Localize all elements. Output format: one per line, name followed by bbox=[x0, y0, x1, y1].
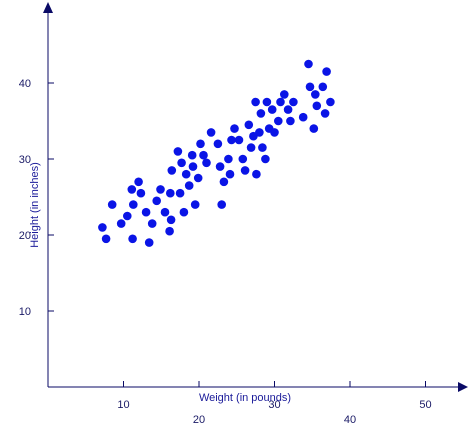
scatter-point bbox=[98, 223, 107, 232]
scatter-point bbox=[177, 158, 186, 168]
x-tick-label: 20 bbox=[193, 414, 205, 426]
scatter-point bbox=[246, 143, 256, 152]
scatter-point bbox=[251, 97, 260, 107]
points-layer bbox=[98, 59, 335, 247]
scatter-point bbox=[234, 135, 244, 145]
y-tick-label: 20 bbox=[19, 230, 31, 242]
scatter-point bbox=[322, 67, 331, 76]
scatter-point bbox=[255, 128, 264, 137]
scatter-point bbox=[240, 166, 250, 175]
scatter-point bbox=[244, 120, 254, 130]
scatter-point bbox=[256, 109, 266, 118]
scatter-point bbox=[179, 207, 189, 217]
scatter-point bbox=[286, 116, 295, 126]
scatter-point bbox=[309, 124, 319, 133]
scatter-point bbox=[128, 234, 137, 244]
y-ticks: 10 20 30 40 bbox=[19, 78, 54, 318]
scatter-point bbox=[166, 188, 175, 198]
scatter-point bbox=[238, 154, 248, 164]
scatter-point bbox=[136, 188, 146, 198]
scatter-point bbox=[144, 238, 154, 247]
scatter-point bbox=[311, 90, 320, 99]
scatter-point bbox=[188, 162, 198, 171]
scatter-point bbox=[196, 139, 205, 149]
scatter-point bbox=[215, 162, 225, 171]
scatter-point bbox=[230, 124, 239, 133]
scatter-point bbox=[318, 82, 328, 92]
scatter-point bbox=[152, 196, 161, 206]
scatter-point bbox=[305, 82, 315, 92]
scatter-point bbox=[181, 169, 191, 179]
scatter-point bbox=[165, 226, 174, 236]
y-tick-label: 10 bbox=[19, 306, 31, 318]
scatter-point bbox=[141, 207, 151, 217]
y-tick-label: 30 bbox=[19, 154, 31, 166]
x-axis-arrowhead bbox=[458, 382, 468, 392]
scatter-point bbox=[107, 200, 117, 209]
scatter-point bbox=[127, 185, 137, 194]
scatter-point bbox=[276, 97, 285, 107]
scatter-point bbox=[190, 200, 200, 209]
scatter-point bbox=[175, 188, 185, 198]
scatter-point bbox=[129, 200, 138, 209]
scatter-point bbox=[252, 169, 261, 179]
scatter-point bbox=[184, 181, 194, 190]
scatter-point bbox=[258, 143, 267, 152]
scatter-point bbox=[262, 97, 272, 107]
scatter-point bbox=[173, 147, 183, 156]
scatter-point bbox=[123, 211, 132, 221]
scatter-point bbox=[193, 173, 203, 183]
y-axis-title: Height (in inches) bbox=[29, 162, 41, 248]
scatter-point bbox=[167, 166, 177, 175]
y-tick-label: 40 bbox=[19, 78, 31, 90]
scatter-point bbox=[320, 109, 330, 118]
scatter-point bbox=[224, 154, 233, 164]
scatter-point bbox=[202, 158, 211, 168]
x-tick-label: 50 bbox=[419, 399, 431, 411]
scatter-point bbox=[280, 90, 289, 99]
scatter-point bbox=[116, 219, 126, 228]
y-axis-arrowhead bbox=[43, 2, 53, 13]
scatter-point bbox=[160, 207, 170, 217]
scatter-point bbox=[304, 59, 313, 69]
x-axis-title: Weight (in pounds) bbox=[199, 392, 291, 404]
scatter-point bbox=[199, 150, 208, 160]
scatter-point bbox=[312, 101, 322, 111]
x-ticks: 10 20 30 40 50 bbox=[117, 381, 432, 426]
scatter-point bbox=[227, 135, 236, 145]
scatter-point bbox=[267, 105, 277, 114]
scatter-point bbox=[101, 234, 111, 244]
scatter-point bbox=[187, 150, 197, 160]
scatter-point bbox=[217, 200, 226, 209]
scatter-point bbox=[298, 112, 308, 122]
scatter-point bbox=[166, 215, 176, 225]
scatter-point bbox=[156, 185, 165, 194]
scatter-point bbox=[261, 154, 270, 164]
x-tick-label: 40 bbox=[344, 414, 356, 426]
scatter-point bbox=[289, 97, 298, 107]
scatter-point bbox=[283, 105, 293, 114]
scatter-point bbox=[206, 128, 216, 137]
x-tick-label: 10 bbox=[117, 399, 129, 411]
scatter-point bbox=[147, 219, 157, 228]
scatter-point bbox=[225, 169, 235, 179]
scatter-point bbox=[274, 116, 283, 126]
x-tick-label: 30 bbox=[268, 399, 280, 411]
scatter-point bbox=[219, 177, 229, 187]
scatter-point bbox=[134, 177, 143, 187]
scatter-point bbox=[270, 128, 279, 137]
scatter-point bbox=[326, 97, 335, 107]
scatter-point bbox=[213, 139, 223, 149]
